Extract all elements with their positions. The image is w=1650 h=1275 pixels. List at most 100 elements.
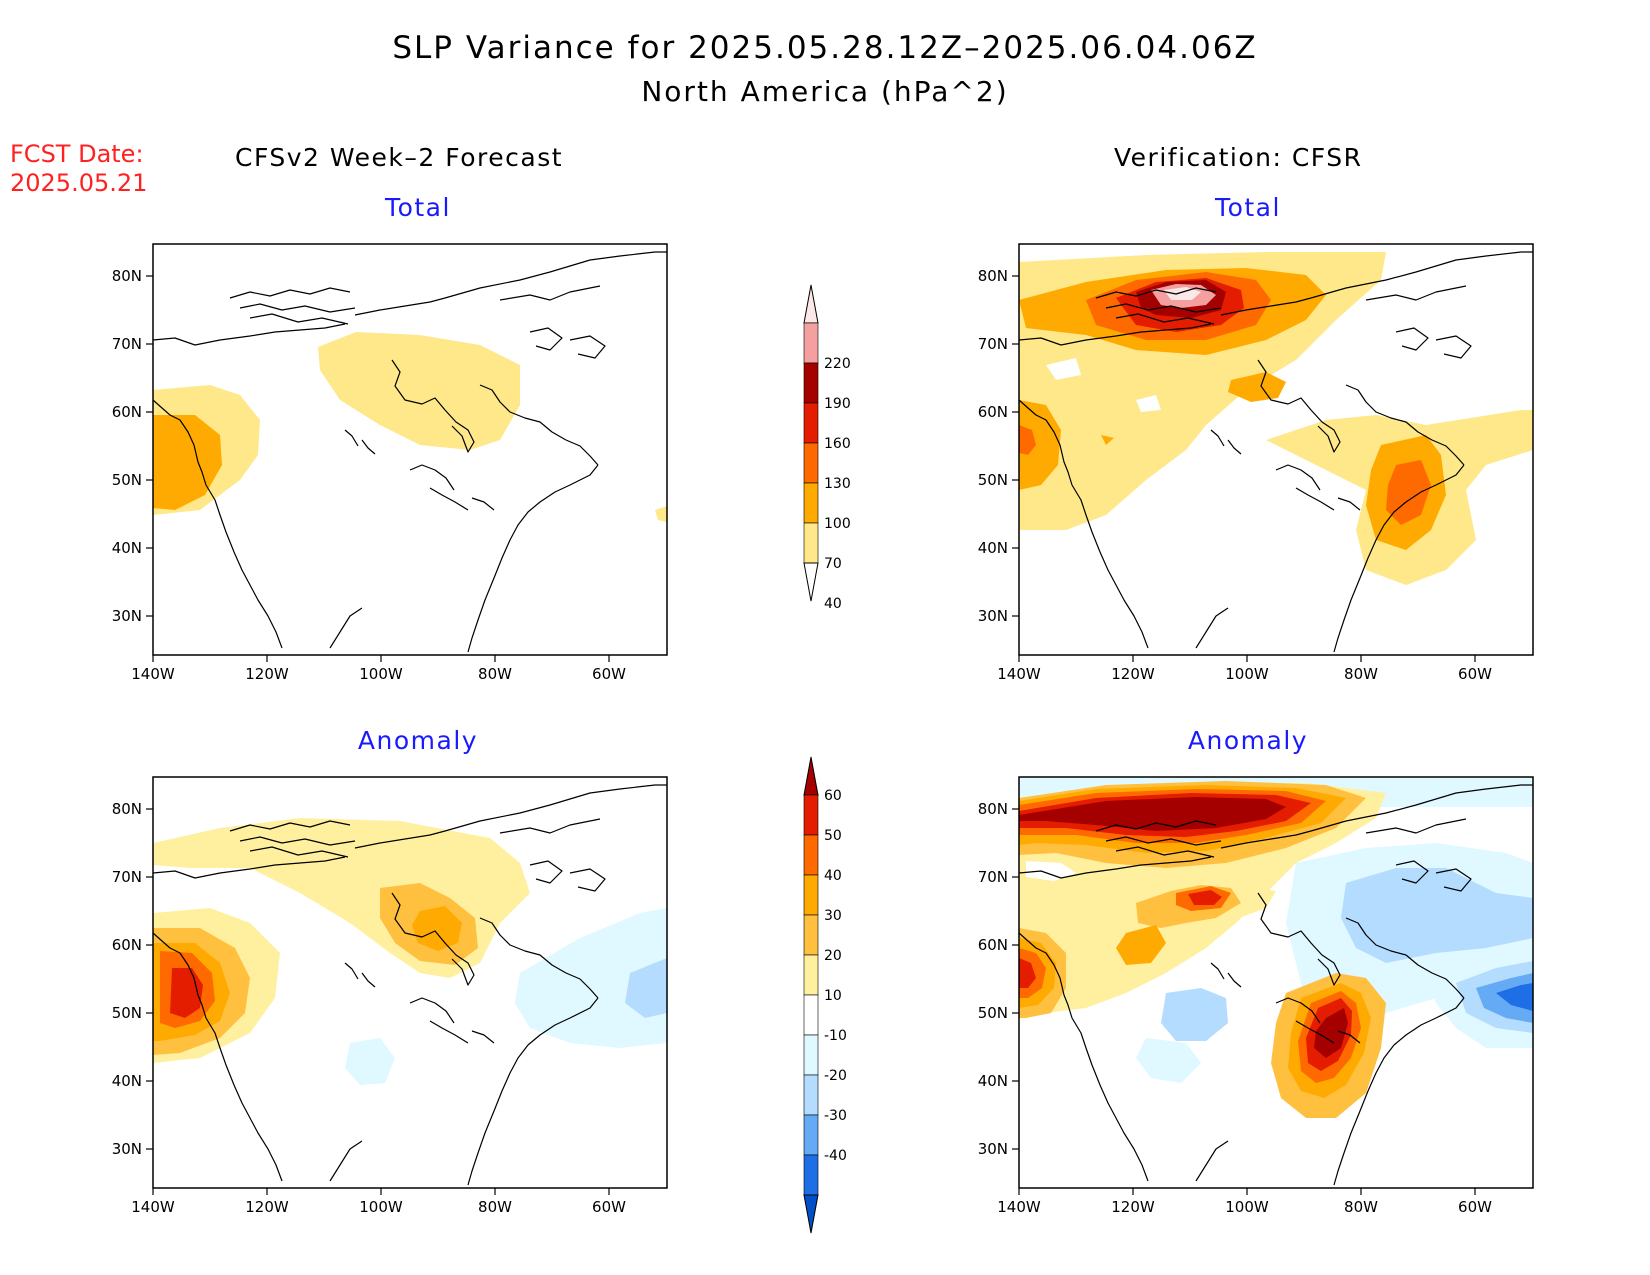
lon-tick-label: 100W: [359, 1198, 403, 1216]
subtitle: North America (hPa^2): [641, 75, 1009, 108]
colorbar-total-svg: 220 190 160 130 100 70 40: [803, 284, 851, 612]
colorbar-total-bin: [803, 322, 819, 364]
colorbar-anomaly: 60 50 40 30 20 10 -10 -20 -30 -40: [800, 755, 880, 1234]
lat-tick-label: 40N: [978, 1072, 1008, 1090]
map-verification-total: 80N 70N 60N 50N 40N 30N 140W 120W 100W 80W 60W: [978, 243, 1534, 683]
colorbar-anomaly-label: 20: [824, 948, 842, 964]
colorbar-anomaly-bin: [803, 1114, 819, 1156]
map-frame: [1018, 776, 1534, 1189]
lat-tick-label: 70N: [978, 868, 1008, 886]
colorbar-anomaly-label: 50: [824, 828, 842, 844]
panel-title-forecast-total: Total: [385, 193, 451, 222]
lat-tick-label: 80N: [112, 800, 142, 818]
fcst-date-value: 2025.05.21: [10, 169, 148, 197]
colorbar-total-bin: [803, 482, 819, 524]
lon-tick-label: 100W: [359, 665, 403, 683]
forecast-date-block: FCST Date: 2025.05.21: [10, 140, 147, 198]
fcst-date-label: FCST Date:: [10, 140, 144, 168]
lon-tick-label: 60W: [1458, 1198, 1492, 1216]
colorbar-anomaly-label: -10: [824, 1028, 847, 1044]
lat-tick-label: 60N: [112, 936, 142, 954]
map-frame: [1018, 243, 1534, 656]
colorbar-total-label: 100: [824, 516, 851, 532]
colorbar-total-label: 190: [824, 396, 851, 412]
lat-tick-label: 70N: [978, 335, 1008, 353]
lat-tick-label: 40N: [978, 539, 1008, 557]
lat-tick-label: 40N: [112, 1072, 142, 1090]
shading-forecast-total: [153, 332, 667, 522]
lat-tick-label: 60N: [978, 936, 1008, 954]
map-frame: [152, 243, 668, 656]
lon-tick-label: 100W: [1225, 1198, 1269, 1216]
lat-tick-label: 50N: [112, 1004, 142, 1022]
colorbar-anomaly-label: -40: [824, 1148, 847, 1164]
lon-tick-label: 140W: [997, 1198, 1041, 1216]
shading-verification-anomaly: [1019, 777, 1533, 1118]
colorbar-total-label: 40: [824, 596, 842, 612]
coastlines-forecast-total: [152, 251, 667, 653]
map-forecast-anomaly: 80N 70N 60N 50N 40N 30N 140W 120W 100W 80W 60W: [112, 776, 668, 1216]
lat-tick-label: 30N: [978, 607, 1008, 625]
lat-tick-label: 80N: [112, 267, 142, 285]
colorbar-total-max-triangle: [803, 284, 819, 324]
colorbar-anomaly-label: -30: [824, 1108, 847, 1124]
left-column-heading: CFSv2 Week–2 Forecast: [235, 143, 564, 172]
colorbar-total-label: 130: [824, 476, 851, 492]
colorbar-anomaly-bin: [803, 914, 819, 956]
lat-tick-label: 30N: [112, 1140, 142, 1158]
lat-tick-label: 80N: [978, 800, 1008, 818]
lon-tick-label: 80W: [478, 1198, 512, 1216]
right-column-heading: Verification: CFSR: [1114, 143, 1363, 172]
lat-tick-label: 60N: [112, 403, 142, 421]
coastlines-verification-total: [1018, 251, 1533, 653]
colorbar-anomaly-label: 10: [824, 988, 842, 1004]
colorbar-anomaly-bin: [803, 1074, 819, 1116]
panel-title-forecast-anomaly: Anomaly: [357, 726, 479, 755]
colorbar-anomaly-bin: [803, 834, 819, 876]
lat-tick-label: 60N: [978, 403, 1008, 421]
axis-ticks-forecast-total: 80N 70N 60N 50N 40N 30N 140W 120W 100W 80W 60W: [112, 267, 626, 683]
colorbar-anomaly-label: 40: [824, 868, 842, 884]
colorbar-anomaly-label: 30: [824, 908, 842, 924]
colorbar-total-label: 220: [824, 356, 851, 372]
lat-tick-label: 30N: [112, 607, 142, 625]
colorbar-total-label: 160: [824, 436, 851, 452]
colorbar-total: 220 190 160 130 100 70 40: [800, 284, 880, 619]
lon-tick-label: 140W: [131, 665, 175, 683]
colorbar-total-bin: [803, 362, 819, 404]
colorbar-anomaly-bin: [803, 954, 819, 996]
shading-verification-total: [1019, 252, 1533, 585]
colorbar-anomaly-bin: [803, 794, 819, 836]
lat-tick-label: 70N: [112, 868, 142, 886]
coastlines-verification-anomaly: [1018, 784, 1533, 1186]
colorbar-total-bin: [803, 522, 819, 564]
colorbar-anomaly-bin: [803, 1034, 819, 1076]
colorbar-anomaly-label: 60: [824, 788, 842, 804]
lon-tick-label: 80W: [1344, 1198, 1378, 1216]
lon-tick-label: 80W: [1344, 665, 1378, 683]
lat-tick-label: 50N: [978, 1004, 1008, 1022]
lon-tick-label: 80W: [478, 665, 512, 683]
lon-tick-label: 120W: [1111, 1198, 1155, 1216]
coastlines-forecast-anomaly: [152, 784, 667, 1186]
colorbar-anomaly-label: -20: [824, 1068, 847, 1084]
colorbar-anomaly-bin: [803, 994, 819, 1036]
lon-tick-label: 140W: [997, 665, 1041, 683]
lon-tick-label: 120W: [245, 1198, 289, 1216]
colorbar-total-bin: [803, 442, 819, 484]
map-frame: [152, 776, 668, 1189]
lon-tick-label: 140W: [131, 1198, 175, 1216]
colorbar-anomaly-bin: [803, 874, 819, 916]
panel-title-verification-total: Total: [1215, 193, 1281, 222]
lat-tick-label: 40N: [112, 539, 142, 557]
lon-tick-label: 120W: [1111, 665, 1155, 683]
map-verification-anomaly: 80N 70N 60N 50N 40N 30N 140W 120W 100W 80W 60W: [978, 776, 1534, 1216]
colorbar-anomaly-min-triangle: [803, 1194, 819, 1234]
lon-tick-label: 60W: [592, 665, 626, 683]
lon-tick-label: 60W: [592, 1198, 626, 1216]
colorbar-anomaly-max-triangle: [803, 756, 819, 796]
axis-ticks-forecast-anomaly: 80N 70N 60N 50N 40N 30N 140W 120W 100W 80W 60W: [112, 800, 626, 1216]
colorbar-total-min-triangle: [803, 562, 819, 602]
lat-tick-label: 50N: [978, 471, 1008, 489]
panel-title-verification-anomaly: Anomaly: [1187, 726, 1309, 755]
